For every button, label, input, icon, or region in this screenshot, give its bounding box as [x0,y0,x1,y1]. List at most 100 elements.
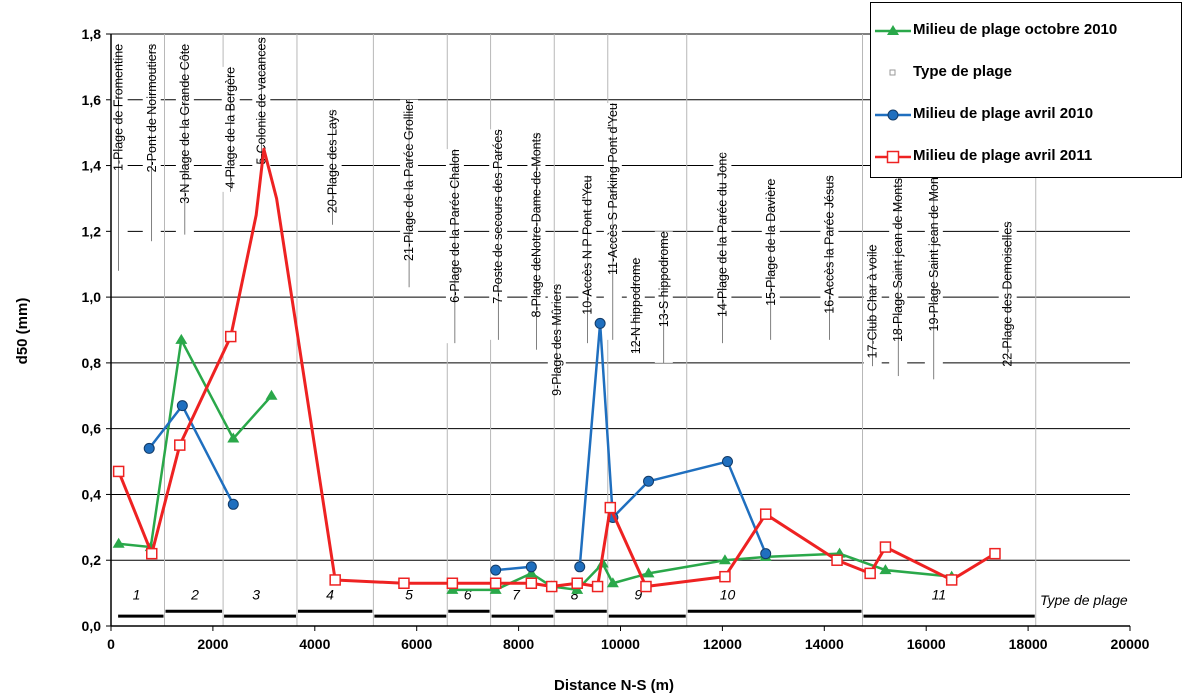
point-triangle [718,554,731,565]
legend: Milieu de plage octobre 2010 Type de pla… [870,2,1182,178]
series-line [578,322,767,567]
point-circle [721,456,733,468]
point-circle [760,548,772,560]
point-square [398,577,410,589]
point-circle [143,442,155,454]
point-triangle [642,567,655,578]
point-square [571,577,583,589]
x-axis-title: Distance N-S (m) [554,677,674,694]
point-square [759,508,772,520]
point-square [945,574,958,586]
site-label: 21-Plage de la Parée Grollier [402,100,416,261]
green-triangle-icon [875,25,911,35]
y-tick-label: 0,0 [82,618,102,634]
site-label: 16-Accès la Parée Jésus [822,175,836,313]
site-label: 19-Plage Saint jean de Monts S [927,156,941,332]
site-label: 7-Poste de secours des Parées [491,129,505,303]
legend-item-octobre-2010: Milieu de plage octobre 2010 [871,11,1181,51]
y-tick-label: 1,2 [82,223,102,239]
site-label: 12-N hippodrome [629,258,643,355]
x-tick-label: 0 [107,636,115,652]
point-square [146,547,158,560]
zone-label: 6 [464,587,472,603]
site-label: 5-Colonie de vacances [254,37,268,164]
zone-label: 2 [190,587,199,603]
site-label: 9-Plage des Mûriers [550,284,564,396]
point-square [604,501,617,514]
y-axis-title: d50 (mm) [14,298,31,365]
point-triangle [112,537,125,548]
site-label: 13-S hippodrome [657,231,671,327]
zone-label: 7 [512,587,521,603]
point-circle [227,498,239,510]
site-label: 15-Plage de la Davière [764,179,778,306]
red-square-icon [875,150,911,164]
legend-label-type-de-plage: Type de plage [913,63,1012,80]
x-tick-label: 10000 [601,636,640,652]
site-label: 17-Club Char à voile [866,244,880,358]
legend-label-octobre-2010: Milieu de plage octobre 2010 [913,21,1118,38]
point-triangle [606,577,619,588]
x-tick-label: 4000 [299,636,330,652]
site-label: 14-Plage de la Parée du Jonc [715,152,729,317]
point-circle [490,564,502,576]
y-tick-label: 0,6 [82,421,102,437]
x-tick-label: 16000 [907,636,946,652]
x-tick-label: 20000 [1111,636,1150,652]
site-label: 22-Plage des Demoiselles [1001,221,1015,366]
blue-circle-icon [875,109,911,121]
legend-item-type-de-plage: Type de plage [871,53,1181,93]
site-label: 8-Plage deNotre-Dame-de-Monts [529,133,543,318]
legend-label-avril-2011: Milieu de plage avril 2011 [913,147,1093,164]
series-line [495,565,532,572]
type-de-plage-bars: 1 2 3 4 5 6 7 8 9 10 11 [118,587,1035,618]
legend-label-avril-2010: Milieu de plage avril 2010 [913,105,1094,122]
site-label: 6-Plage de la Parée Chalon [448,149,462,303]
point-circle [176,400,188,412]
point-square [525,577,538,589]
y-tick-label: 0,2 [82,552,102,568]
zone-label: 1 [133,587,141,603]
point-square [224,330,237,343]
point-square [864,567,876,580]
site-label: 4-Plage de la Bergère [224,67,238,189]
data-series [112,147,1001,594]
site-label: 3-N plage de la Grande Côte [178,44,192,204]
zone-label: 9 [634,587,642,603]
y-tick-label: 1,0 [82,289,102,305]
zone-label: 10 [720,587,736,603]
point-triangle [227,432,240,443]
y-tick-label: 1,8 [82,26,102,42]
y-tick-label: 0,8 [82,355,102,371]
point-square [446,577,459,589]
legend-item-avril-2011: Milieu de plage avril 2011 [871,137,1181,177]
zone-label: 8 [571,587,579,603]
y-tick-label: 0,4 [82,486,102,502]
legend-item-avril-2010: Milieu de plage avril 2010 [871,95,1181,135]
point-square [489,577,502,589]
point-triangle [879,564,892,575]
zone-label: 4 [326,587,334,603]
y-tick-label: 1,4 [82,158,102,174]
site-labels: 1-Plage de Fromentine 2-Pont de Noirmouti… [109,37,1017,396]
point-triangle [175,333,188,344]
axes: 0 2000 4000 6000 8000 10000 12000 14000 16000 180… [82,26,1150,652]
x-tick-label: 2000 [197,636,228,652]
type-de-plage-label: Type de plage [1040,592,1128,608]
x-tick-label: 6000 [401,636,432,652]
point-circle [594,317,606,329]
x-tick-label: 8000 [503,636,534,652]
site-label: 11-Accès S Parking Pont d'Yeu [606,103,620,275]
point-square [545,580,558,593]
point-triangle [265,389,278,400]
site-label: 1-Plage de Fromentine [112,44,126,171]
point-square [879,541,892,553]
series-line [118,338,273,549]
point-circle [525,561,537,573]
zone-label: 3 [252,587,260,603]
point-circle [574,561,586,573]
site-label: 2-Pont de Noirmoutiers [145,44,159,173]
y-tick-label: 1,6 [82,92,102,108]
zone-label: 11 [932,587,947,603]
